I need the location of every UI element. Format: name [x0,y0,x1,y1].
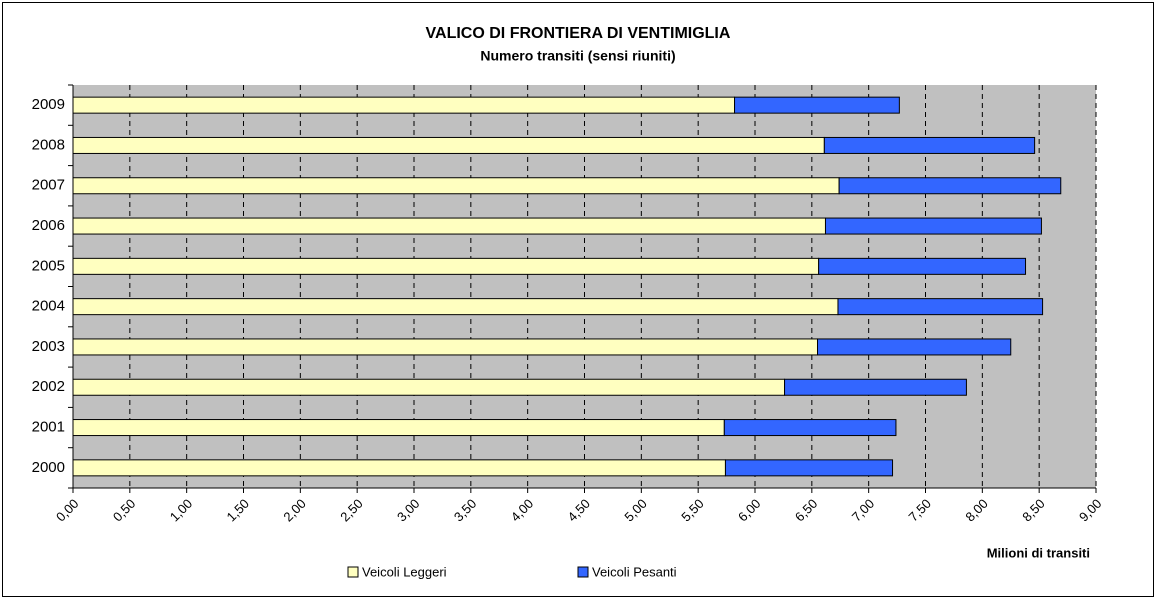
legend-swatch [577,566,589,578]
x-axis-label: Milioni di transiti [987,545,1090,560]
bar-segment [734,96,900,114]
y-tick-label: 2005 [32,257,65,274]
bar-segment [72,298,839,316]
bar-segment [823,136,1036,154]
bar-segment [72,177,840,195]
bar-segment [838,177,1062,195]
chart-subtitle: Numero transiti (sensi riuniti) [480,48,675,64]
legend-label: Veicoli Pesanti [592,564,677,579]
y-tick-label: 2007 [32,177,65,194]
y-tick-label: 2006 [32,217,65,234]
bar-segment [72,419,725,437]
bar-segment [724,459,894,477]
legend-label: Veicoli Leggeri [362,564,447,579]
bar-segment [72,96,736,114]
y-tick-label: 2003 [32,338,65,355]
bar-segment [824,217,1042,235]
bar-segment [72,136,825,154]
y-tick-label: 2009 [32,96,65,113]
y-tick-label: 2000 [32,459,65,476]
bar-segment [818,257,1027,275]
bar-segment [72,217,826,235]
bar-segment [72,257,820,275]
y-tick-label: 2008 [32,136,65,153]
y-tick-label: 2002 [32,378,65,395]
chart-title: VALICO DI FRONTIERA DI VENTIMIGLIA [426,25,731,42]
y-tick-label: 2001 [32,419,65,436]
bar-segment [784,378,967,396]
bar-segment [817,338,1012,356]
bar-segment [723,419,897,437]
bar-segment [72,338,819,356]
legend-swatch [347,566,359,578]
bar-segment [72,378,786,396]
y-tick-label: 2004 [32,298,65,315]
bar-segment [72,459,726,477]
bar-segment [837,298,1044,316]
